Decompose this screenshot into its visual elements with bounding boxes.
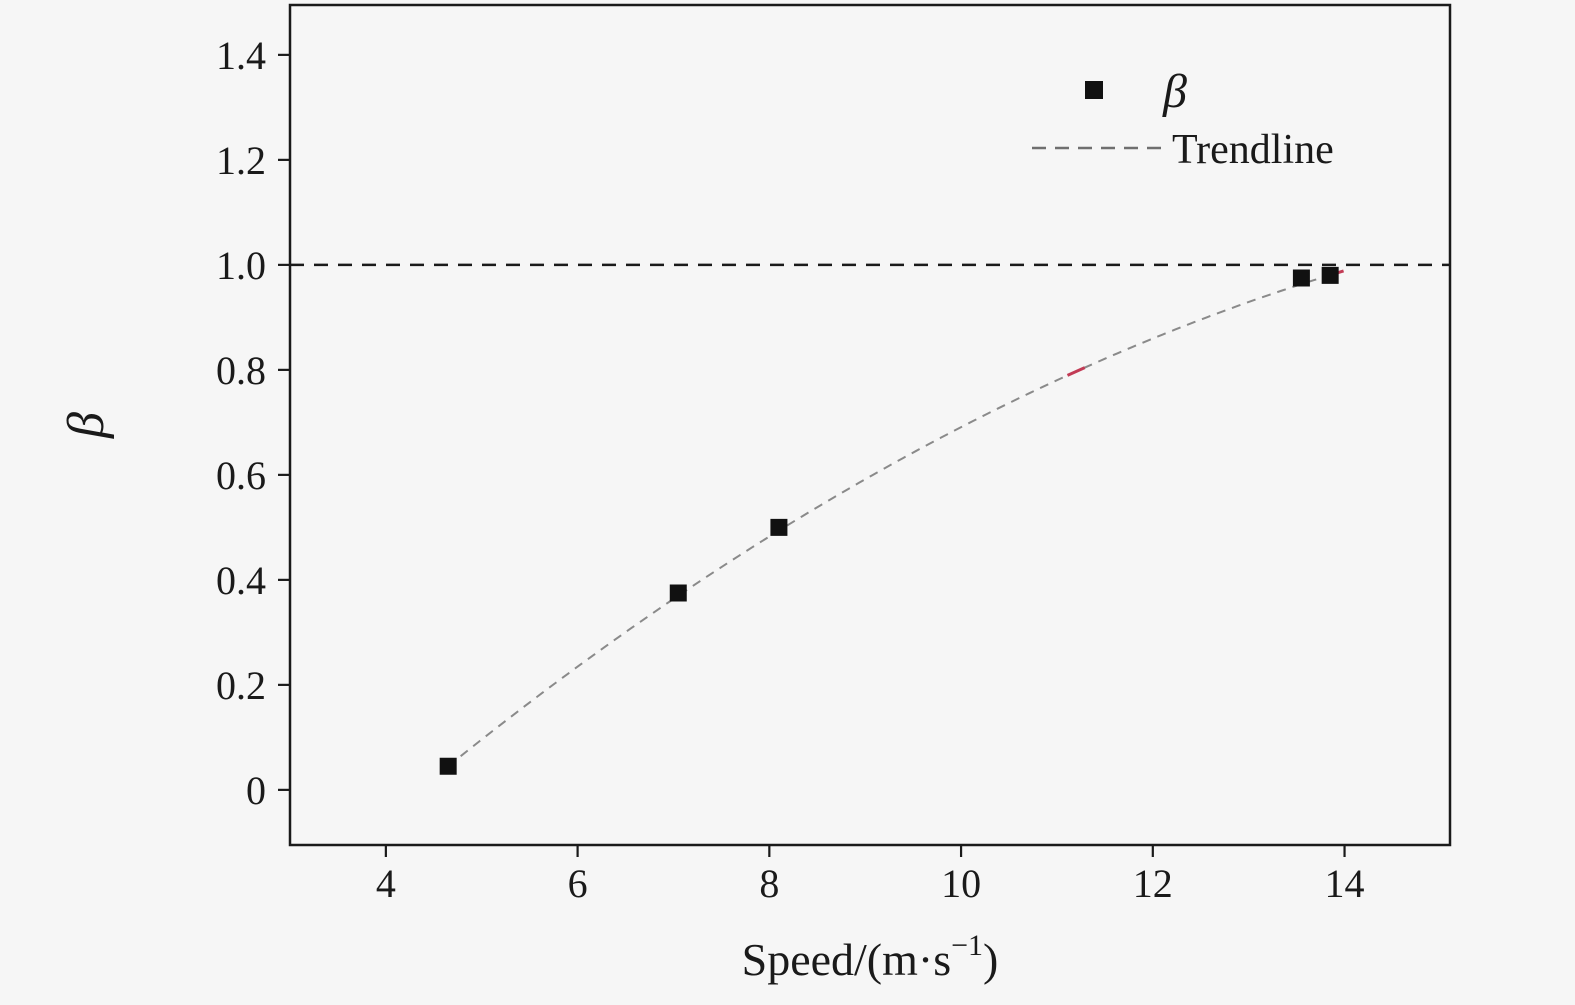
trendline-group: [447, 273, 1334, 767]
x-axis-label: Speed/(m·s−1): [742, 929, 999, 985]
x-tick-label: 12: [1133, 861, 1173, 906]
y-tick-label: 1.4: [216, 33, 266, 78]
y-tick-label: 0: [246, 768, 266, 813]
data-point-marker: [439, 757, 457, 775]
trendline-path: [447, 273, 1334, 767]
legend-trendline-label: Trendline: [1172, 127, 1334, 173]
legend: β Trendline: [1032, 65, 1334, 173]
axes-group: [288, 3, 1452, 847]
red-marks-group: [1066, 269, 1345, 377]
legend-beta-label: β: [1162, 65, 1187, 118]
x-tick-label: 14: [1325, 861, 1365, 906]
data-point-marker: [1292, 269, 1310, 287]
y-tick-label: 1.0: [216, 243, 266, 288]
y-axis-label: β: [58, 412, 115, 439]
ticks-group: 4 6 8 10 12 14 0 0.2 0.4 0.6 0.8 1.0 1.2 1.4: [216, 33, 1365, 906]
data-points-group: [439, 266, 1339, 775]
x-tick-label: 4: [376, 861, 396, 906]
data-point-marker: [669, 584, 687, 602]
legend-beta-marker-icon: [1085, 81, 1103, 99]
y-tick-label: 0.2: [216, 663, 266, 708]
red-accent-mark: [1066, 366, 1086, 377]
y-tick-label: 0.6: [216, 453, 266, 498]
data-point-marker: [770, 518, 788, 536]
y-tick-label: 1.2: [216, 138, 266, 183]
x-tick-label: 6: [568, 861, 588, 906]
x-tick-label: 8: [759, 861, 779, 906]
axis-labels-group: β Speed/(m·s−1): [58, 412, 998, 985]
x-tick-label: 10: [941, 861, 981, 906]
data-point-marker: [1321, 266, 1339, 284]
plot-border: [288, 3, 1452, 847]
y-tick-label: 0.4: [216, 558, 266, 603]
y-tick-label: 0.8: [216, 348, 266, 393]
